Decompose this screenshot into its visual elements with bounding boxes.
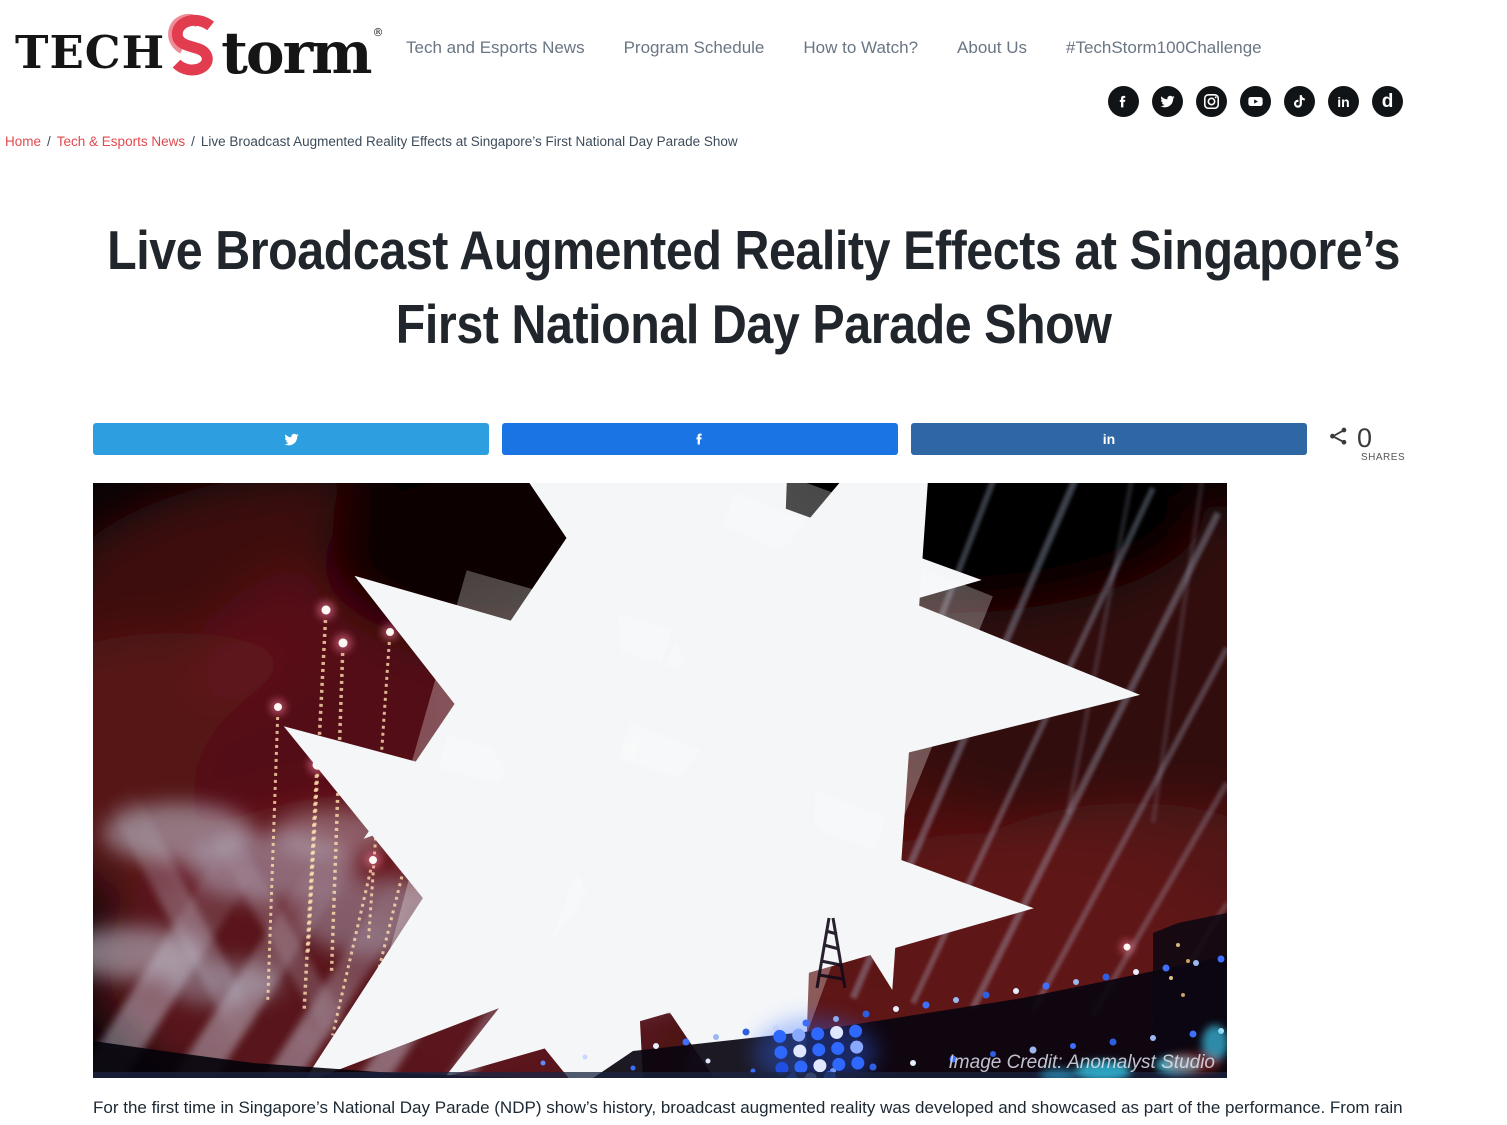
nav-item-about-us[interactable]: About Us	[957, 38, 1027, 57]
nav-item-program-schedule[interactable]: Program Schedule	[623, 38, 765, 57]
social-instagram-link[interactable]	[1196, 86, 1227, 117]
nav-item-tech-esports-news[interactable]: Tech and Esports News	[406, 38, 585, 57]
breadcrumb-separator: /	[191, 134, 195, 149]
image-credit: Image Credit: Anomalyst Studio	[949, 1052, 1215, 1073]
logo-text-torm: torm	[221, 19, 372, 87]
share-twitter-button[interactable]	[93, 423, 489, 455]
share-count-label: SHARES	[1361, 452, 1406, 463]
page-title: Live Broadcast Augmented Reality Effects…	[0, 213, 1507, 361]
social-links: in d	[1108, 86, 1403, 117]
share-bar: in 0 SHARES	[93, 423, 1405, 463]
dailymotion-icon: d	[1381, 91, 1394, 112]
hero-image: Image Credit: Anomalyst Studio	[93, 483, 1227, 1078]
breadcrumb-link-home[interactable]: Home	[5, 134, 42, 149]
social-dailymotion-link[interactable]: d	[1372, 86, 1403, 117]
linkedin-share-icon: in	[1102, 431, 1116, 447]
social-tiktok-link[interactable]	[1284, 86, 1315, 117]
share-total: 0 SHARES	[1327, 423, 1405, 463]
tiktok-icon	[1293, 95, 1305, 108]
youtube-icon	[1248, 96, 1263, 107]
main-nav: Tech and Esports News Program Schedule H…	[406, 38, 1262, 58]
breadcrumb-link-tech-esports-news[interactable]: Tech & Esports News	[56, 134, 186, 149]
twitter-icon	[1160, 95, 1175, 108]
social-linkedin-link[interactable]: in	[1328, 86, 1359, 117]
share-count-value: 0	[1357, 423, 1373, 453]
page-title-line-1: Live Broadcast Augmented Reality Effects…	[107, 219, 1400, 281]
nav-item-techstorm100challenge[interactable]: #TechStorm100Challenge	[1065, 38, 1262, 57]
breadcrumb-current-page: Live Broadcast Augmented Reality Effects…	[200, 134, 738, 149]
share-count-icon	[1330, 427, 1347, 445]
registered-mark: ®	[372, 26, 384, 39]
share-count: 0 SHARES	[1357, 423, 1406, 464]
site-logo[interactable]: TECH torm ®	[15, 12, 384, 82]
page-title-line-2: First National Day Parade Show	[395, 293, 1112, 355]
nav-item-how-to-watch[interactable]: How to Watch?	[803, 38, 919, 57]
twitter-share-icon	[283, 433, 299, 445]
social-youtube-link[interactable]	[1240, 86, 1271, 117]
share-linkedin-button[interactable]: in	[911, 423, 1307, 455]
share-facebook-button[interactable]	[502, 423, 898, 455]
storm-logo-icon	[168, 13, 215, 76]
linkedin-icon: in	[1337, 93, 1350, 110]
article-paragraph: For the first time in Singapore’s Nation…	[93, 1098, 1403, 1117]
breadcrumb: Home / Tech & Esports News / Live Broadc…	[5, 134, 738, 149]
facebook-share-icon	[696, 433, 702, 445]
instagram-icon	[1203, 93, 1220, 110]
logo-text-tech: TECH	[15, 26, 166, 79]
social-facebook-link[interactable]	[1108, 86, 1139, 117]
social-twitter-link[interactable]	[1152, 86, 1183, 117]
facebook-icon	[1119, 95, 1126, 108]
breadcrumb-separator: /	[47, 134, 51, 149]
